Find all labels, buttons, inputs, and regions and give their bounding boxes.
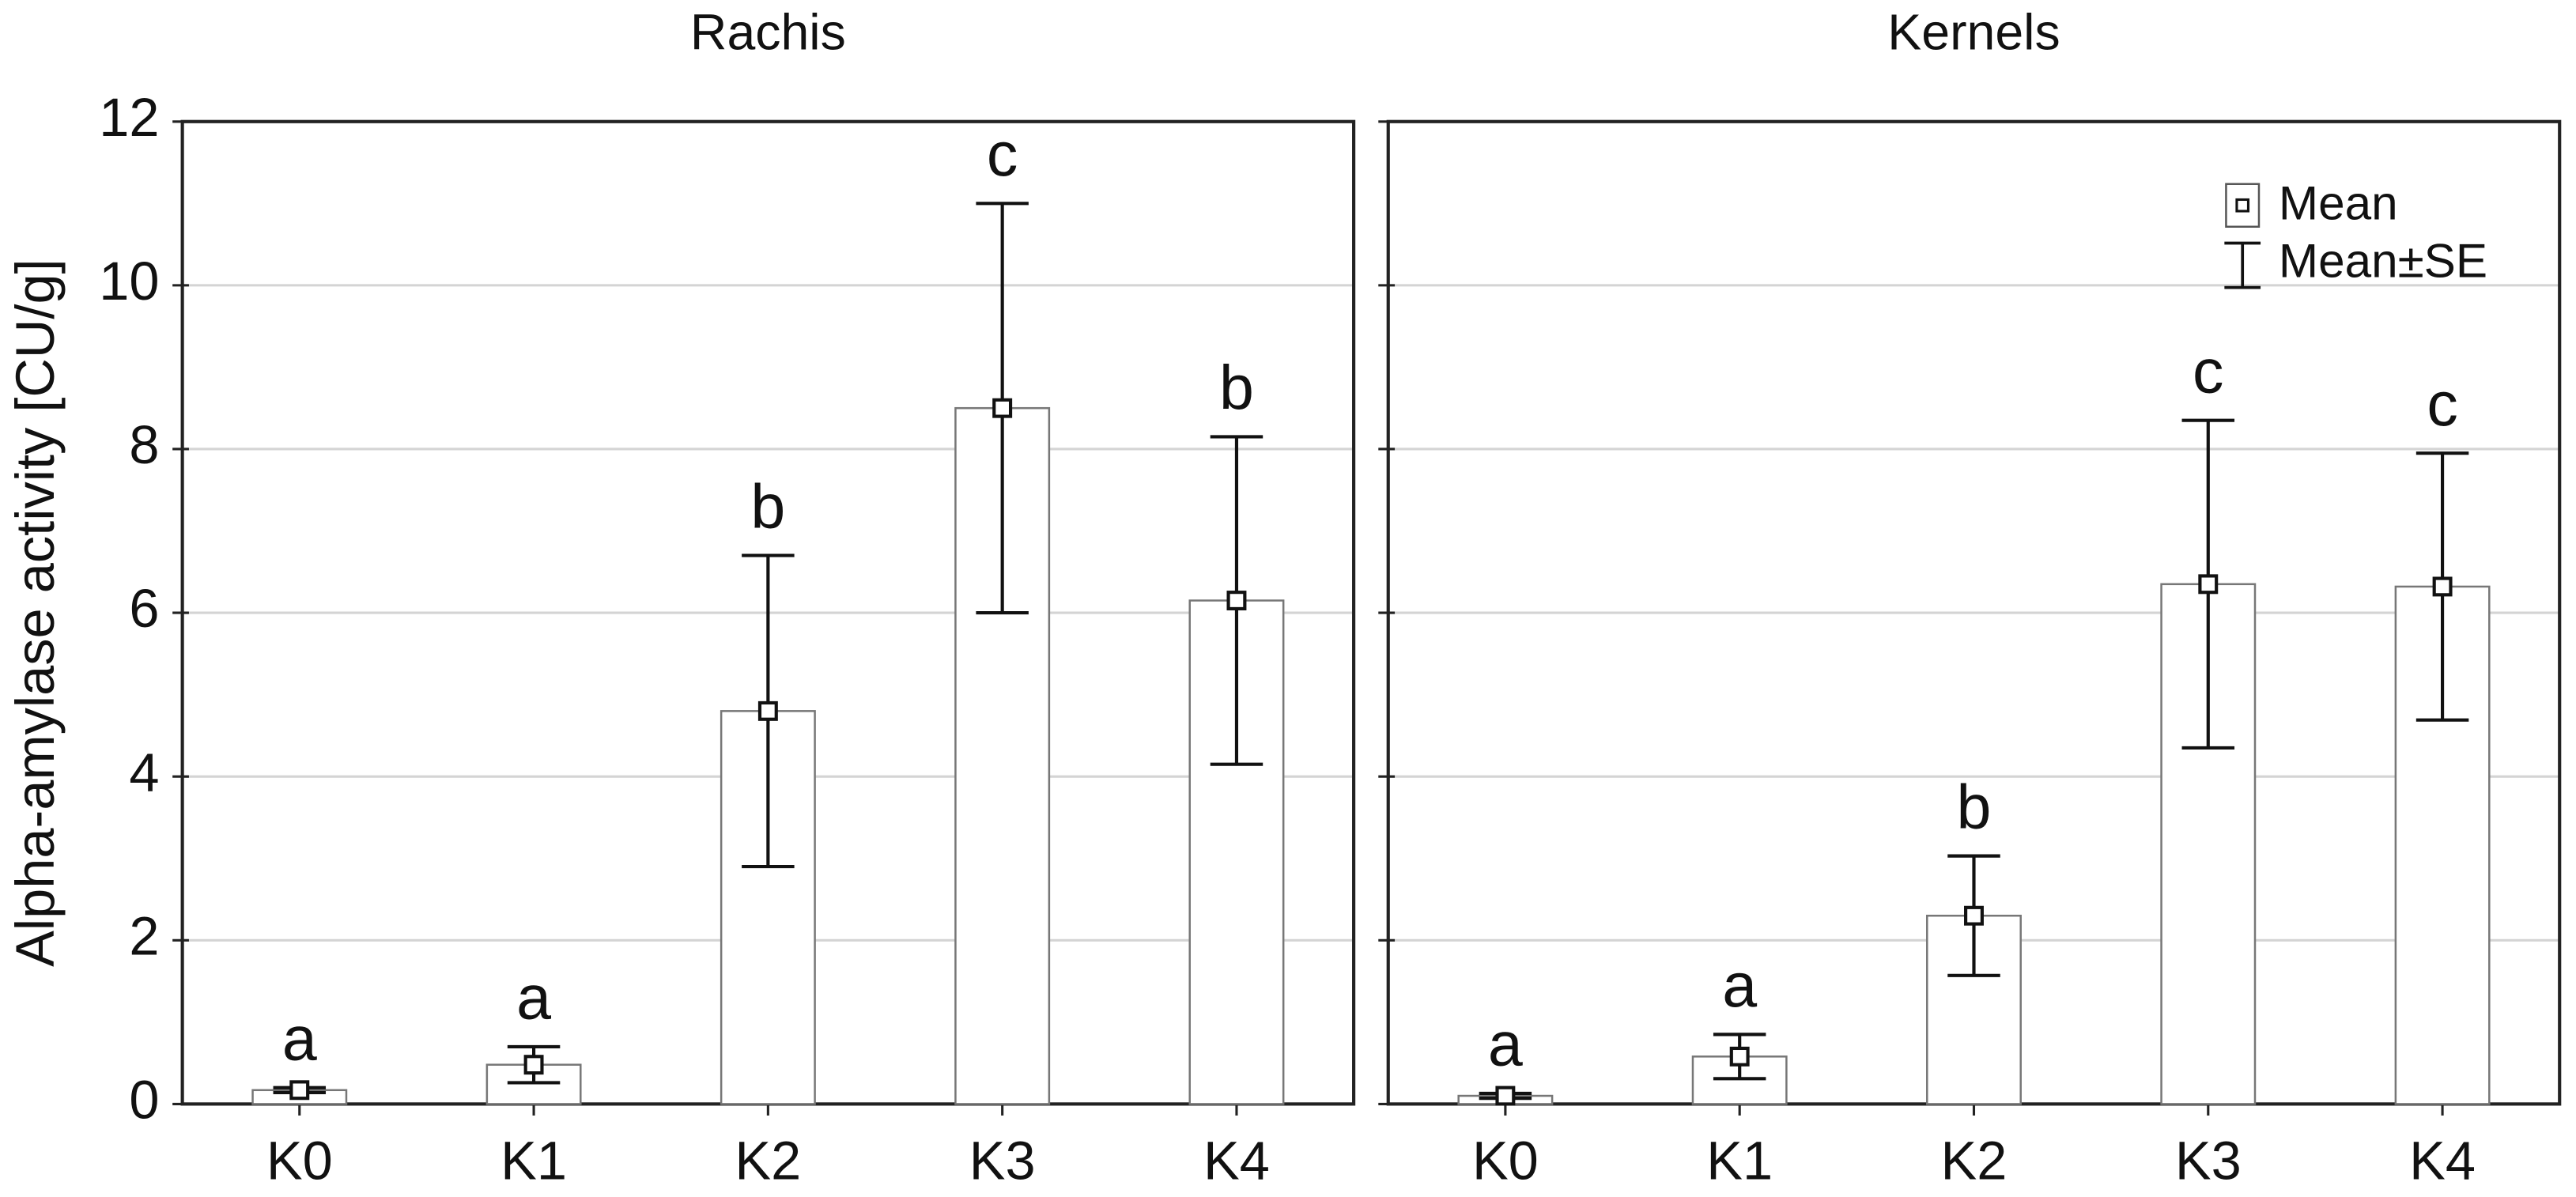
mean-marker [1495, 1086, 1516, 1106]
x-tick-label: K2 [735, 1130, 801, 1191]
x-tick-label: K4 [1203, 1130, 1270, 1191]
mean-marker [1964, 905, 1984, 926]
significance-letter: a [1722, 950, 1757, 1020]
x-tick-label: K3 [2175, 1130, 2242, 1191]
y-axis-label: Alpha-amylase activity [CU/g] [5, 259, 66, 966]
y-tick-label: 8 [129, 414, 159, 475]
significance-letter: c [2193, 336, 2223, 406]
panel-title: Kernels [1887, 4, 2060, 61]
significance-letter: c [987, 119, 1018, 189]
legend-marker [2235, 198, 2250, 213]
legend-error-symbol [2224, 241, 2261, 289]
mean-marker [523, 1055, 544, 1075]
y-tick-label: 0 [129, 1069, 159, 1130]
bar [2394, 585, 2491, 1105]
significance-letter: b [1219, 353, 1254, 422]
mean-marker [992, 398, 1013, 418]
mean-marker [2432, 576, 2453, 597]
x-tick-label: K0 [1472, 1130, 1539, 1191]
x-tick-label: K2 [1941, 1130, 2008, 1191]
legend-label: Mean [2279, 176, 2398, 230]
x-tick-label: K4 [2409, 1130, 2476, 1191]
y-tick-label: 12 [99, 87, 159, 148]
mean-marker [1729, 1046, 1750, 1067]
x-tick-label: K1 [500, 1130, 567, 1191]
mean-marker [2198, 574, 2219, 595]
y-tick-label: 2 [129, 905, 159, 966]
x-tick-label: K1 [1706, 1130, 1773, 1191]
significance-letter: b [1957, 772, 1992, 841]
x-tick-label: K3 [969, 1130, 1036, 1191]
significance-letter: a [1488, 1010, 1523, 1079]
y-tick-label: 4 [129, 742, 159, 802]
mean-marker [757, 700, 778, 721]
mean-marker [289, 1080, 310, 1101]
mean-marker [1226, 591, 1247, 611]
x-tick-label: K0 [266, 1130, 333, 1191]
y-tick-label: 6 [129, 578, 159, 639]
significance-letter: a [282, 1003, 317, 1073]
y-tick-label: 10 [99, 251, 159, 312]
significance-letter: c [2427, 369, 2457, 439]
legend-label: Mean±SE [2279, 233, 2487, 287]
significance-letter: a [516, 963, 551, 1033]
panel-title: Rachis [690, 4, 846, 61]
significance-letter: b [750, 471, 785, 541]
